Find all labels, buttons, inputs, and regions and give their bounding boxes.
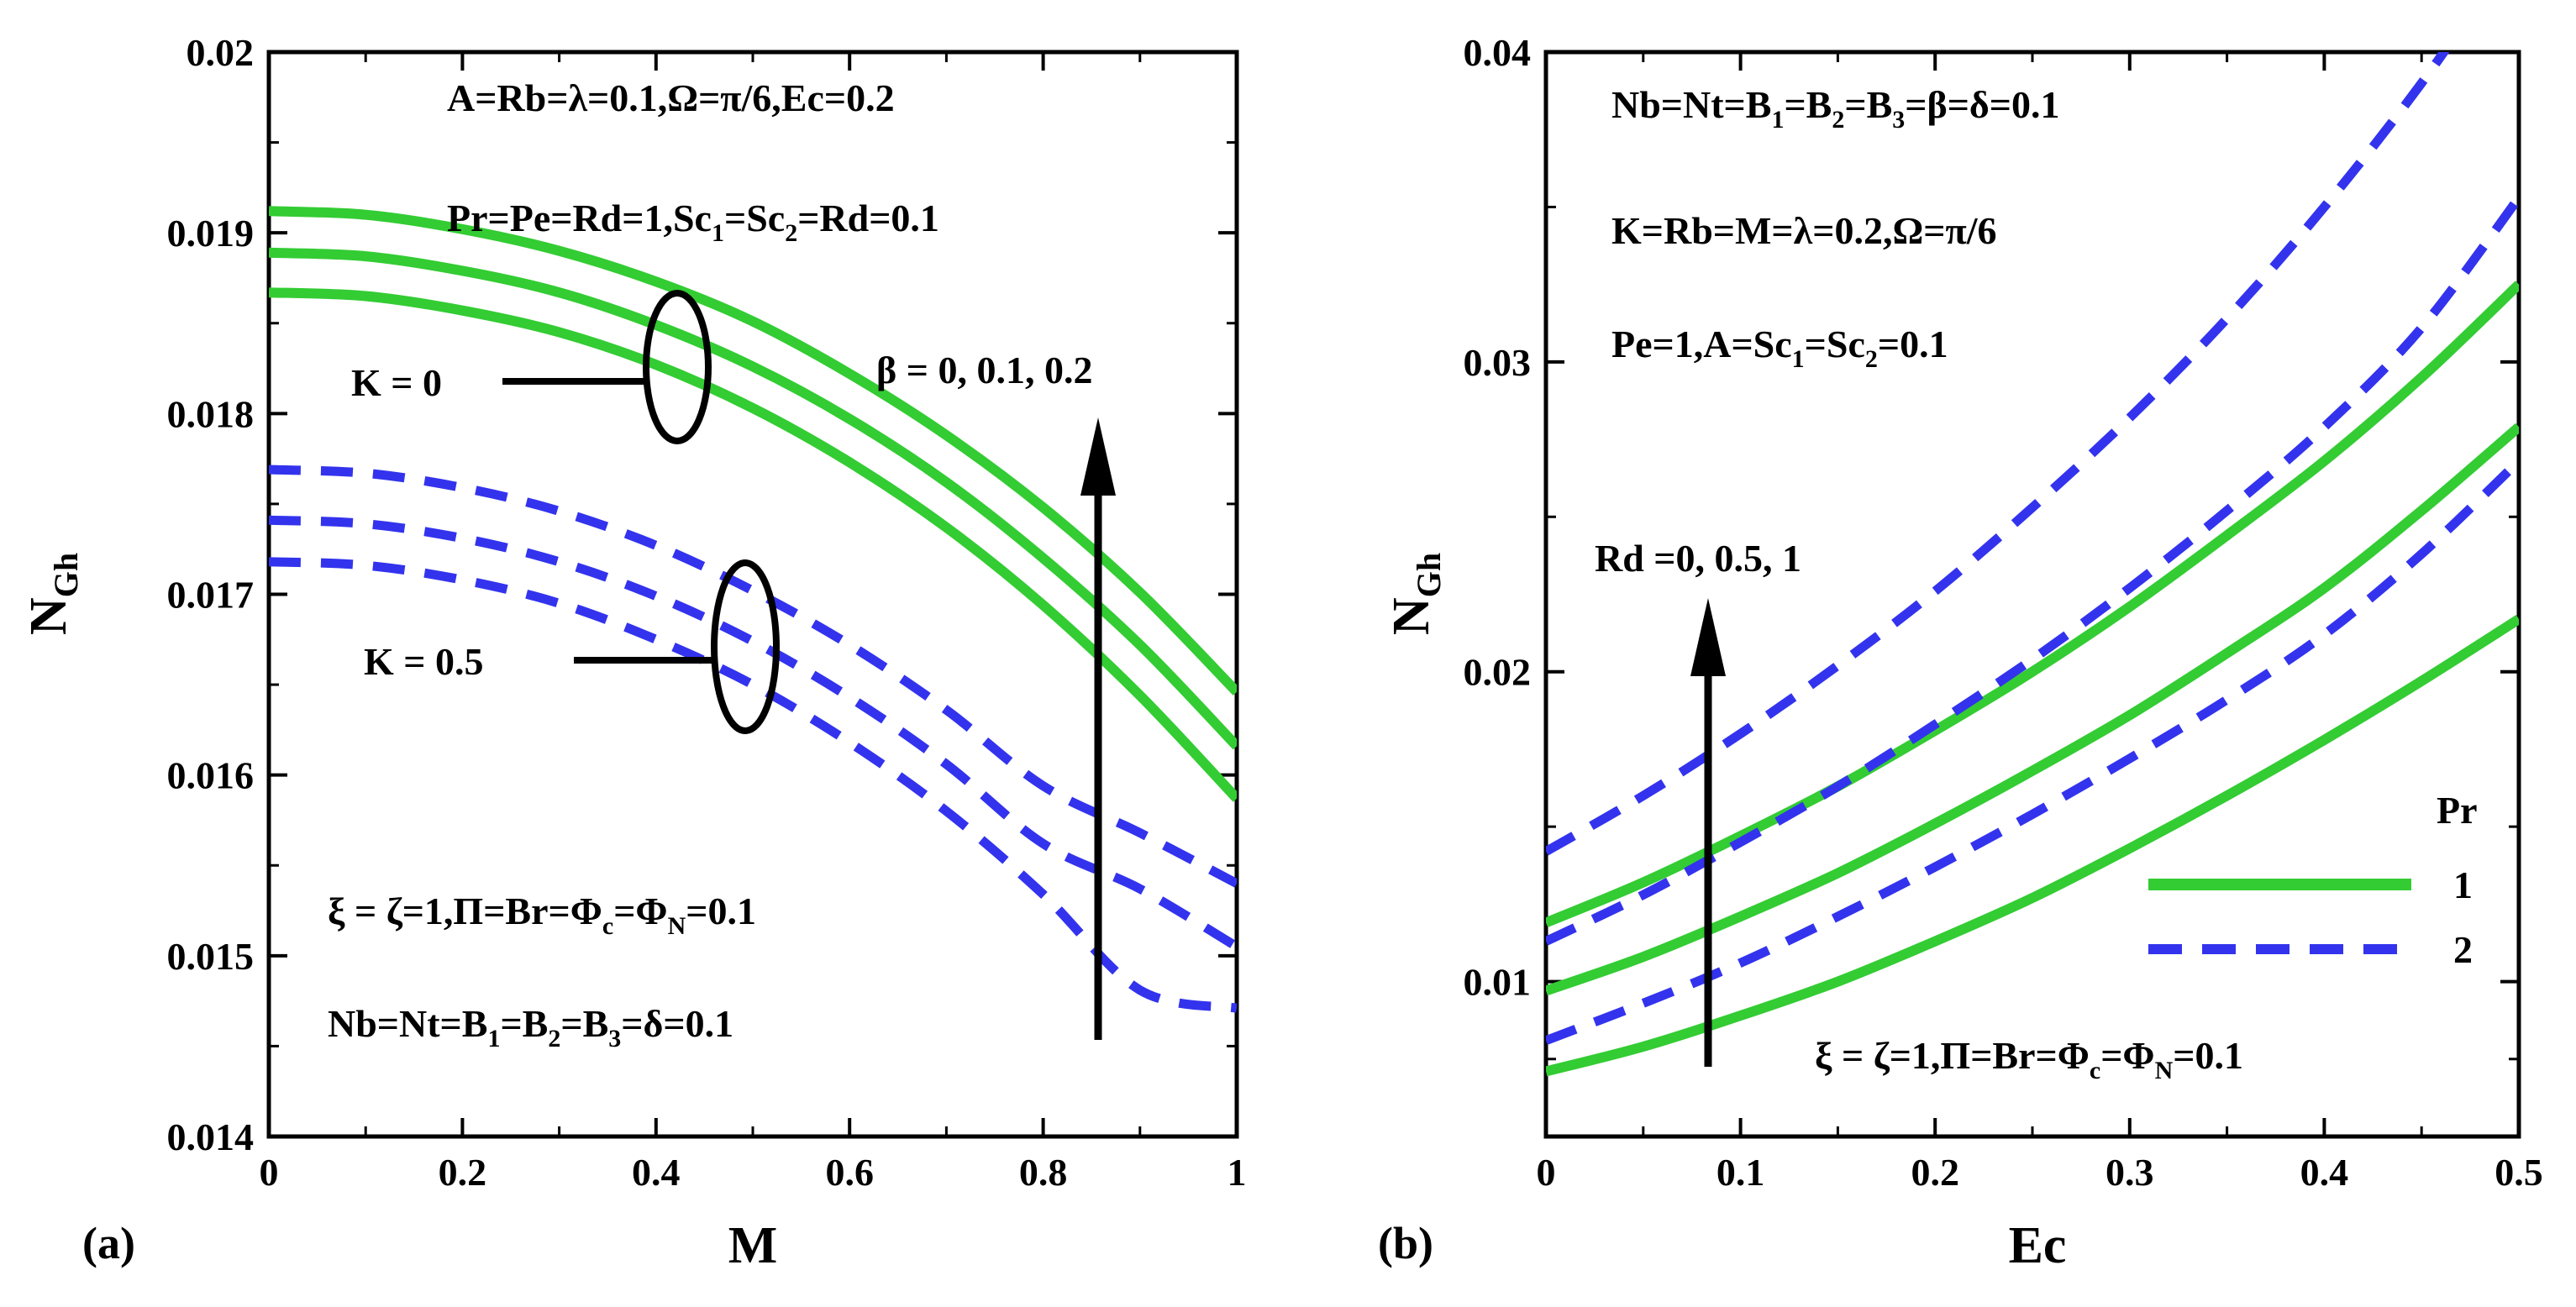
y-tick-label-a-3: 0.017 — [167, 574, 255, 617]
series-line-b-4 — [1546, 195, 2519, 946]
x-tick-label-a-1: 0.2 — [439, 1151, 487, 1194]
series-line-a-3 — [269, 557, 1237, 1013]
x-tick-label-b-0: 0 — [1537, 1151, 1556, 1194]
x-tick-label-b-5: 0.5 — [2495, 1151, 2543, 1194]
tick-marks-b: 0 0.1 0.2 0.3 0.4 0.5 0.01 0.02 0.03 0.04 — [1464, 31, 2543, 1194]
params-line-2-a: Pr=Pe=Rd=1,Sc1=Sc2=Rd=0.1 — [447, 197, 939, 247]
x-tick-label-b-1: 0.1 — [1716, 1151, 1765, 1194]
beta-label: β = 0, 0.1, 0.2 — [876, 349, 1092, 391]
beta-arrow-head — [1080, 417, 1116, 496]
k0-label: K = 0 — [351, 361, 442, 404]
params-line-4-b: ξ = ζ=1,Π=Br=Φc=ΦN=0.1 — [1815, 1034, 2243, 1084]
x-tick-label-a-4: 0.8 — [1019, 1151, 1068, 1194]
legend-label-pr-2: 2 — [2453, 928, 2473, 971]
series-line-b-1 — [1546, 423, 2519, 996]
series-line-b-2 — [1546, 281, 2519, 928]
series-group-b — [1546, 52, 2519, 1077]
series-line-a-5 — [269, 465, 1237, 888]
series-line-b-0 — [1546, 614, 2519, 1077]
x-tick-label-a-3: 0.6 — [825, 1151, 874, 1194]
params-line-3-a: ξ = ζ=1,Π=Br=Φc=ΦN=0.1 — [328, 890, 756, 940]
y-tick-label-a-6: 0.02 — [187, 31, 255, 74]
panel-b: 0 0.1 0.2 0.3 0.4 0.5 0.01 0.02 0.03 0.04 Nb=Nt=B… — [1378, 31, 2543, 1274]
panel-a: 0 0.2 0.4 0.6 0.8 1 0.014 0.015 0.016 0.017 0.018 0… — [20, 31, 1247, 1274]
x-tick-label-a-5: 1 — [1228, 1151, 1247, 1194]
series-line-a-0 — [269, 287, 1237, 802]
x-tick-label-a-0: 0 — [260, 1151, 279, 1194]
y-tick-label-b-2: 0.03 — [1464, 341, 1532, 384]
params-line-4-a: Nb=Nt=B1=B2=B3=δ=0.1 — [328, 1002, 733, 1052]
y-tick-label-a-4: 0.018 — [167, 392, 255, 435]
y-tick-label-a-5: 0.019 — [167, 212, 255, 255]
panel-label-b: (b) — [1378, 1218, 1433, 1268]
legend-title: Pr — [2437, 789, 2478, 832]
rd-arrow-head — [1690, 598, 1726, 676]
x-tick-label-b-3: 0.3 — [2105, 1151, 2154, 1194]
y-tick-label-b-1: 0.02 — [1464, 651, 1532, 694]
series-line-a-2 — [269, 206, 1237, 695]
panel-label-a: (a) — [82, 1218, 135, 1268]
k05-group-ellipse — [711, 559, 780, 734]
x-axis-title-a: M — [728, 1217, 778, 1274]
k05-label: K = 0.5 — [364, 640, 484, 683]
params-line-2-b: K=Rb=M=λ=0.2,Ω=π/6 — [1611, 209, 1996, 252]
y-axis-title-b: NGh — [1383, 553, 1448, 635]
x-axis-title-b: Ec — [2009, 1217, 2067, 1274]
rd-label: Rd =0, 0.5, 1 — [1595, 537, 1801, 580]
series-line-b-3 — [1546, 457, 2519, 1045]
y-tick-label-b-3: 0.04 — [1464, 31, 1532, 74]
params-line-3-b: Pe=1,A=Sc1=Sc2=0.1 — [1611, 323, 1948, 373]
x-tick-label-a-2: 0.4 — [632, 1151, 681, 1194]
x-tick-label-b-2: 0.2 — [1911, 1151, 1959, 1194]
legend: Pr 1 2 — [2148, 789, 2478, 971]
params-line-1-b: Nb=Nt=B1=B2=B3=β=δ=0.1 — [1611, 83, 2060, 134]
series-line-a-1 — [269, 247, 1237, 750]
y-tick-label-b-0: 0.01 — [1464, 961, 1532, 1004]
y-tick-label-a-2: 0.016 — [167, 754, 255, 797]
y-tick-label-a-0: 0.014 — [167, 1115, 255, 1158]
legend-label-pr-1: 1 — [2453, 863, 2473, 906]
tick-marks-a: 0 0.2 0.4 0.6 0.8 1 0.014 0.015 0.016 0.017 0.018 0… — [167, 31, 1247, 1194]
series-line-b-5 — [1546, 52, 2450, 856]
series-line-a-4 — [269, 515, 1237, 951]
k0-group-ellipse — [643, 290, 712, 444]
x-tick-label-b-4: 0.4 — [2300, 1151, 2349, 1194]
series-group-a — [269, 206, 1237, 1013]
y-tick-label-a-1: 0.015 — [167, 935, 255, 978]
y-axis-title-a: NGh — [20, 553, 85, 635]
params-line-1-a: A=Rb=λ=0.1,Ω=π/6,Ec=0.2 — [447, 76, 895, 119]
